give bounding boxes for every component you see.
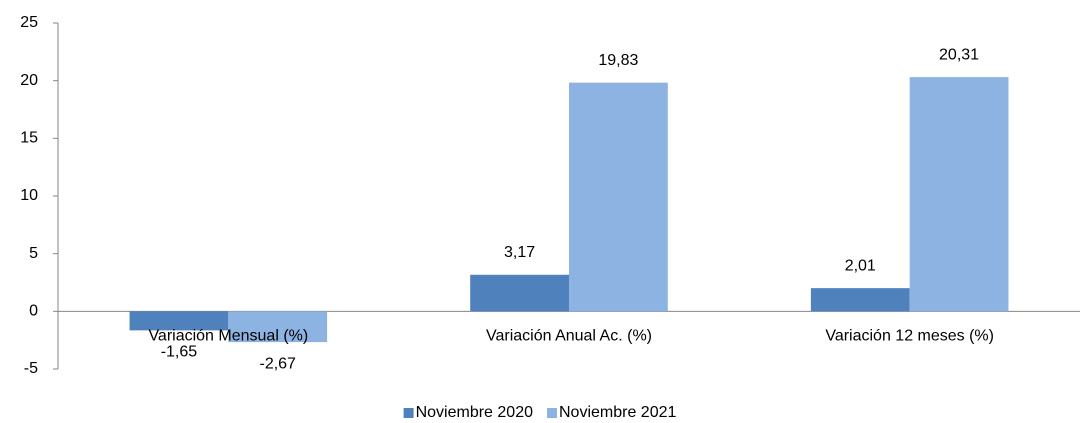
data-label: 20,31 [939, 46, 979, 63]
data-label: -1,65 [161, 344, 198, 361]
x-tick-label: Variación 12 meses (%) [825, 328, 994, 345]
legend-label: Noviembre 2020 [416, 404, 534, 421]
bar [909, 77, 1009, 312]
y-tick-label: 15 [20, 130, 38, 147]
y-tick-label: 10 [20, 187, 38, 204]
y-tick-label: 5 [29, 245, 38, 262]
bar [810, 288, 910, 312]
legend-swatch [547, 408, 557, 418]
bar [569, 82, 668, 312]
y-tick-label: 20 [20, 72, 38, 89]
bar [470, 274, 569, 312]
y-tick-label: -5 [24, 360, 38, 377]
bar [129, 311, 229, 331]
x-tick-label: Variación Mensual (%) [148, 328, 308, 345]
x-tick-label: Variación Anual Ac. (%) [486, 328, 652, 345]
legend-swatch [403, 408, 414, 418]
y-tick-label: 0 [29, 303, 38, 320]
data-label: 19,83 [598, 52, 638, 69]
bar [228, 311, 328, 343]
legend-label: Noviembre 2021 [559, 404, 677, 421]
y-tick-label: 25 [20, 14, 38, 31]
data-label: -2,67 [259, 355, 296, 372]
data-label: 2,01 [845, 257, 876, 274]
data-label: 3,17 [504, 244, 535, 261]
